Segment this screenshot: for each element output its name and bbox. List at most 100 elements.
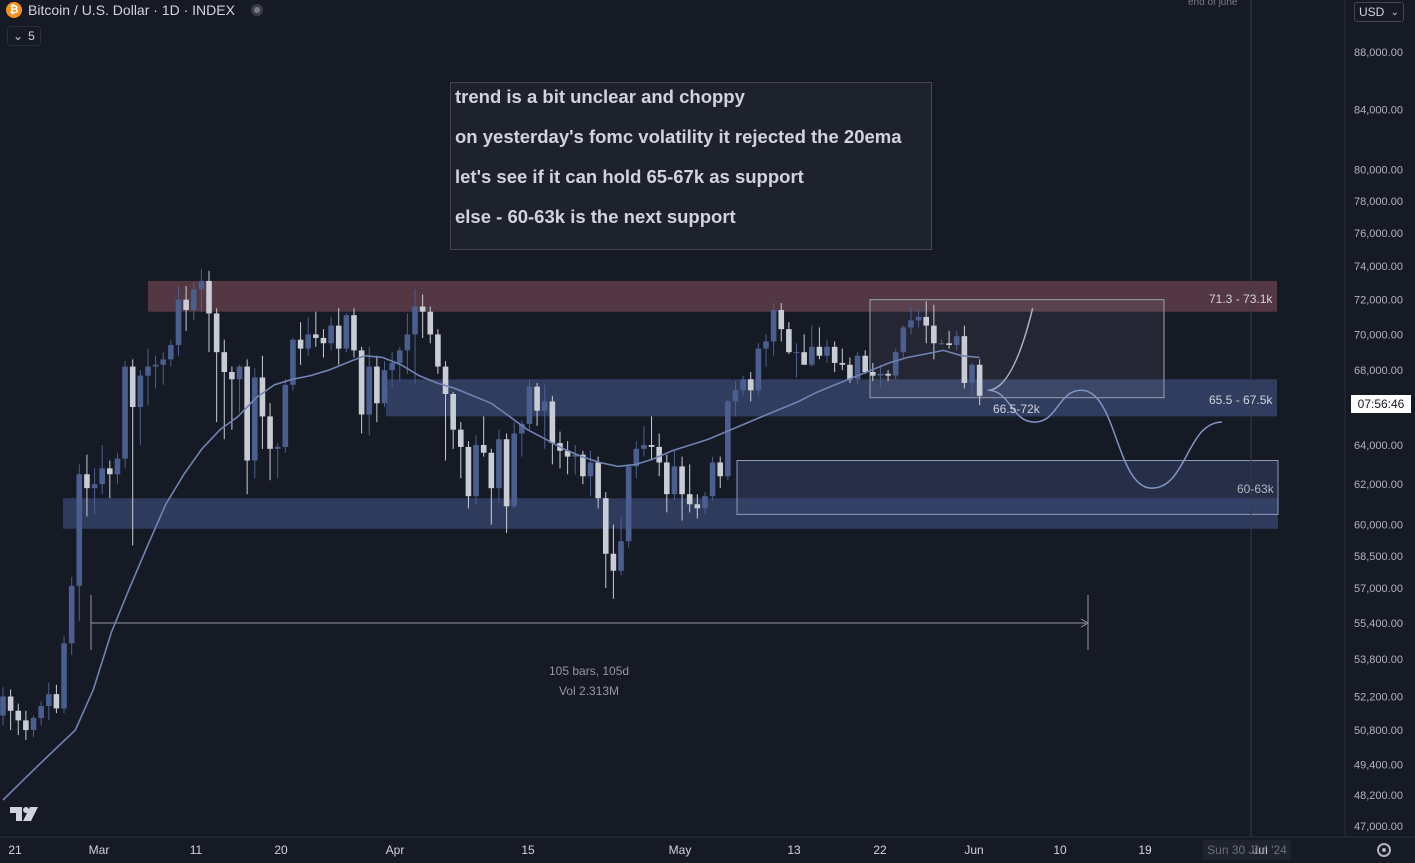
candle[interactable] xyxy=(343,313,350,353)
candle[interactable] xyxy=(61,636,67,714)
candle[interactable] xyxy=(458,422,464,479)
candle[interactable] xyxy=(747,371,754,402)
candle[interactable] xyxy=(923,301,930,344)
candle[interactable] xyxy=(770,303,777,356)
candle[interactable] xyxy=(183,286,189,331)
candle[interactable] xyxy=(229,366,235,430)
candle[interactable] xyxy=(900,325,907,358)
candle[interactable] xyxy=(251,368,258,479)
candle[interactable] xyxy=(244,359,250,495)
candle[interactable] xyxy=(526,379,533,430)
candle[interactable] xyxy=(473,435,479,505)
candle[interactable] xyxy=(839,348,846,371)
candle[interactable] xyxy=(641,425,647,457)
candle[interactable] xyxy=(831,341,838,372)
candle[interactable] xyxy=(885,370,891,382)
candle[interactable] xyxy=(274,443,281,479)
market-status-icon[interactable] xyxy=(250,4,263,16)
support-60-63k-zone[interactable] xyxy=(736,460,1279,515)
candle[interactable] xyxy=(366,346,373,436)
candle[interactable] xyxy=(351,308,357,358)
currency-select[interactable]: USD ⌄ xyxy=(1354,2,1404,22)
candle[interactable] xyxy=(976,359,983,406)
candle[interactable] xyxy=(23,710,29,740)
candle[interactable] xyxy=(15,703,22,735)
candle[interactable] xyxy=(137,370,144,445)
candle[interactable] xyxy=(610,524,617,599)
bearish-projection-path[interactable] xyxy=(987,389,1223,489)
candle[interactable] xyxy=(297,322,304,365)
candle[interactable] xyxy=(381,361,388,408)
candle[interactable] xyxy=(480,416,487,457)
candle[interactable] xyxy=(656,433,662,477)
ema-20-line[interactable] xyxy=(2,349,980,801)
candle[interactable] xyxy=(68,577,75,655)
lower-support-zone[interactable] xyxy=(63,498,1278,529)
candle[interactable] xyxy=(702,492,708,515)
candle[interactable] xyxy=(892,348,899,380)
candle[interactable] xyxy=(328,316,334,351)
candle[interactable] xyxy=(213,308,220,423)
candle[interactable] xyxy=(503,433,510,533)
candle[interactable] xyxy=(511,422,518,509)
candle[interactable] xyxy=(862,350,868,374)
candle[interactable] xyxy=(496,429,502,503)
candle[interactable] xyxy=(763,334,769,367)
candle[interactable] xyxy=(801,334,807,365)
candle[interactable] xyxy=(190,282,197,321)
candle[interactable] xyxy=(602,492,609,588)
candle[interactable] xyxy=(870,362,876,382)
candle[interactable] xyxy=(259,355,266,449)
candle[interactable] xyxy=(587,450,594,497)
candle[interactable] xyxy=(915,309,922,328)
symbol-header[interactable]: ₿ Bitcoin / U.S. Dollar · 1D · INDEX xyxy=(6,2,263,18)
candle[interactable] xyxy=(786,322,792,354)
candle[interactable] xyxy=(412,289,418,385)
candle[interactable] xyxy=(91,468,98,515)
candle[interactable] xyxy=(198,269,205,312)
candle[interactable] xyxy=(740,375,746,396)
candle[interactable] xyxy=(435,329,441,374)
candle[interactable] xyxy=(953,330,960,351)
candle[interactable] xyxy=(625,464,632,548)
candle[interactable] xyxy=(305,316,311,356)
candle[interactable] xyxy=(99,444,105,495)
candle[interactable] xyxy=(824,339,830,363)
candle[interactable] xyxy=(221,339,228,440)
candle[interactable] xyxy=(152,355,159,389)
price-scale[interactable] xyxy=(1345,0,1415,863)
candle[interactable] xyxy=(717,456,724,489)
candle[interactable] xyxy=(206,270,212,353)
candle[interactable] xyxy=(267,403,273,481)
candle[interactable] xyxy=(694,494,701,519)
candle[interactable] xyxy=(946,330,952,349)
candle[interactable] xyxy=(122,361,128,469)
candle[interactable] xyxy=(709,456,716,501)
candle[interactable] xyxy=(732,381,739,417)
candle[interactable] xyxy=(53,684,60,714)
candle[interactable] xyxy=(0,687,6,726)
candle[interactable] xyxy=(679,456,685,521)
candle[interactable] xyxy=(572,444,579,475)
candle[interactable] xyxy=(38,701,44,726)
indicator-collapse-button[interactable]: ⌄ 5 xyxy=(7,26,41,46)
candle[interactable] xyxy=(488,448,495,525)
candle[interactable] xyxy=(236,364,243,413)
candle[interactable] xyxy=(374,355,380,423)
candle[interactable] xyxy=(557,431,563,469)
candle[interactable] xyxy=(961,325,968,389)
candle[interactable] xyxy=(755,343,762,396)
candle[interactable] xyxy=(313,311,319,347)
candle[interactable] xyxy=(534,382,540,426)
bullish-projection-path[interactable] xyxy=(987,308,1034,392)
candle[interactable] xyxy=(648,416,655,461)
candle[interactable] xyxy=(335,308,342,365)
candle[interactable] xyxy=(793,343,800,378)
candle[interactable] xyxy=(564,441,571,475)
candle[interactable] xyxy=(778,303,785,342)
candle[interactable] xyxy=(969,362,975,398)
gear-icon[interactable] xyxy=(1377,843,1391,857)
candle[interactable] xyxy=(671,450,678,501)
candle[interactable] xyxy=(664,454,670,513)
resistance-zone[interactable] xyxy=(148,280,1277,312)
